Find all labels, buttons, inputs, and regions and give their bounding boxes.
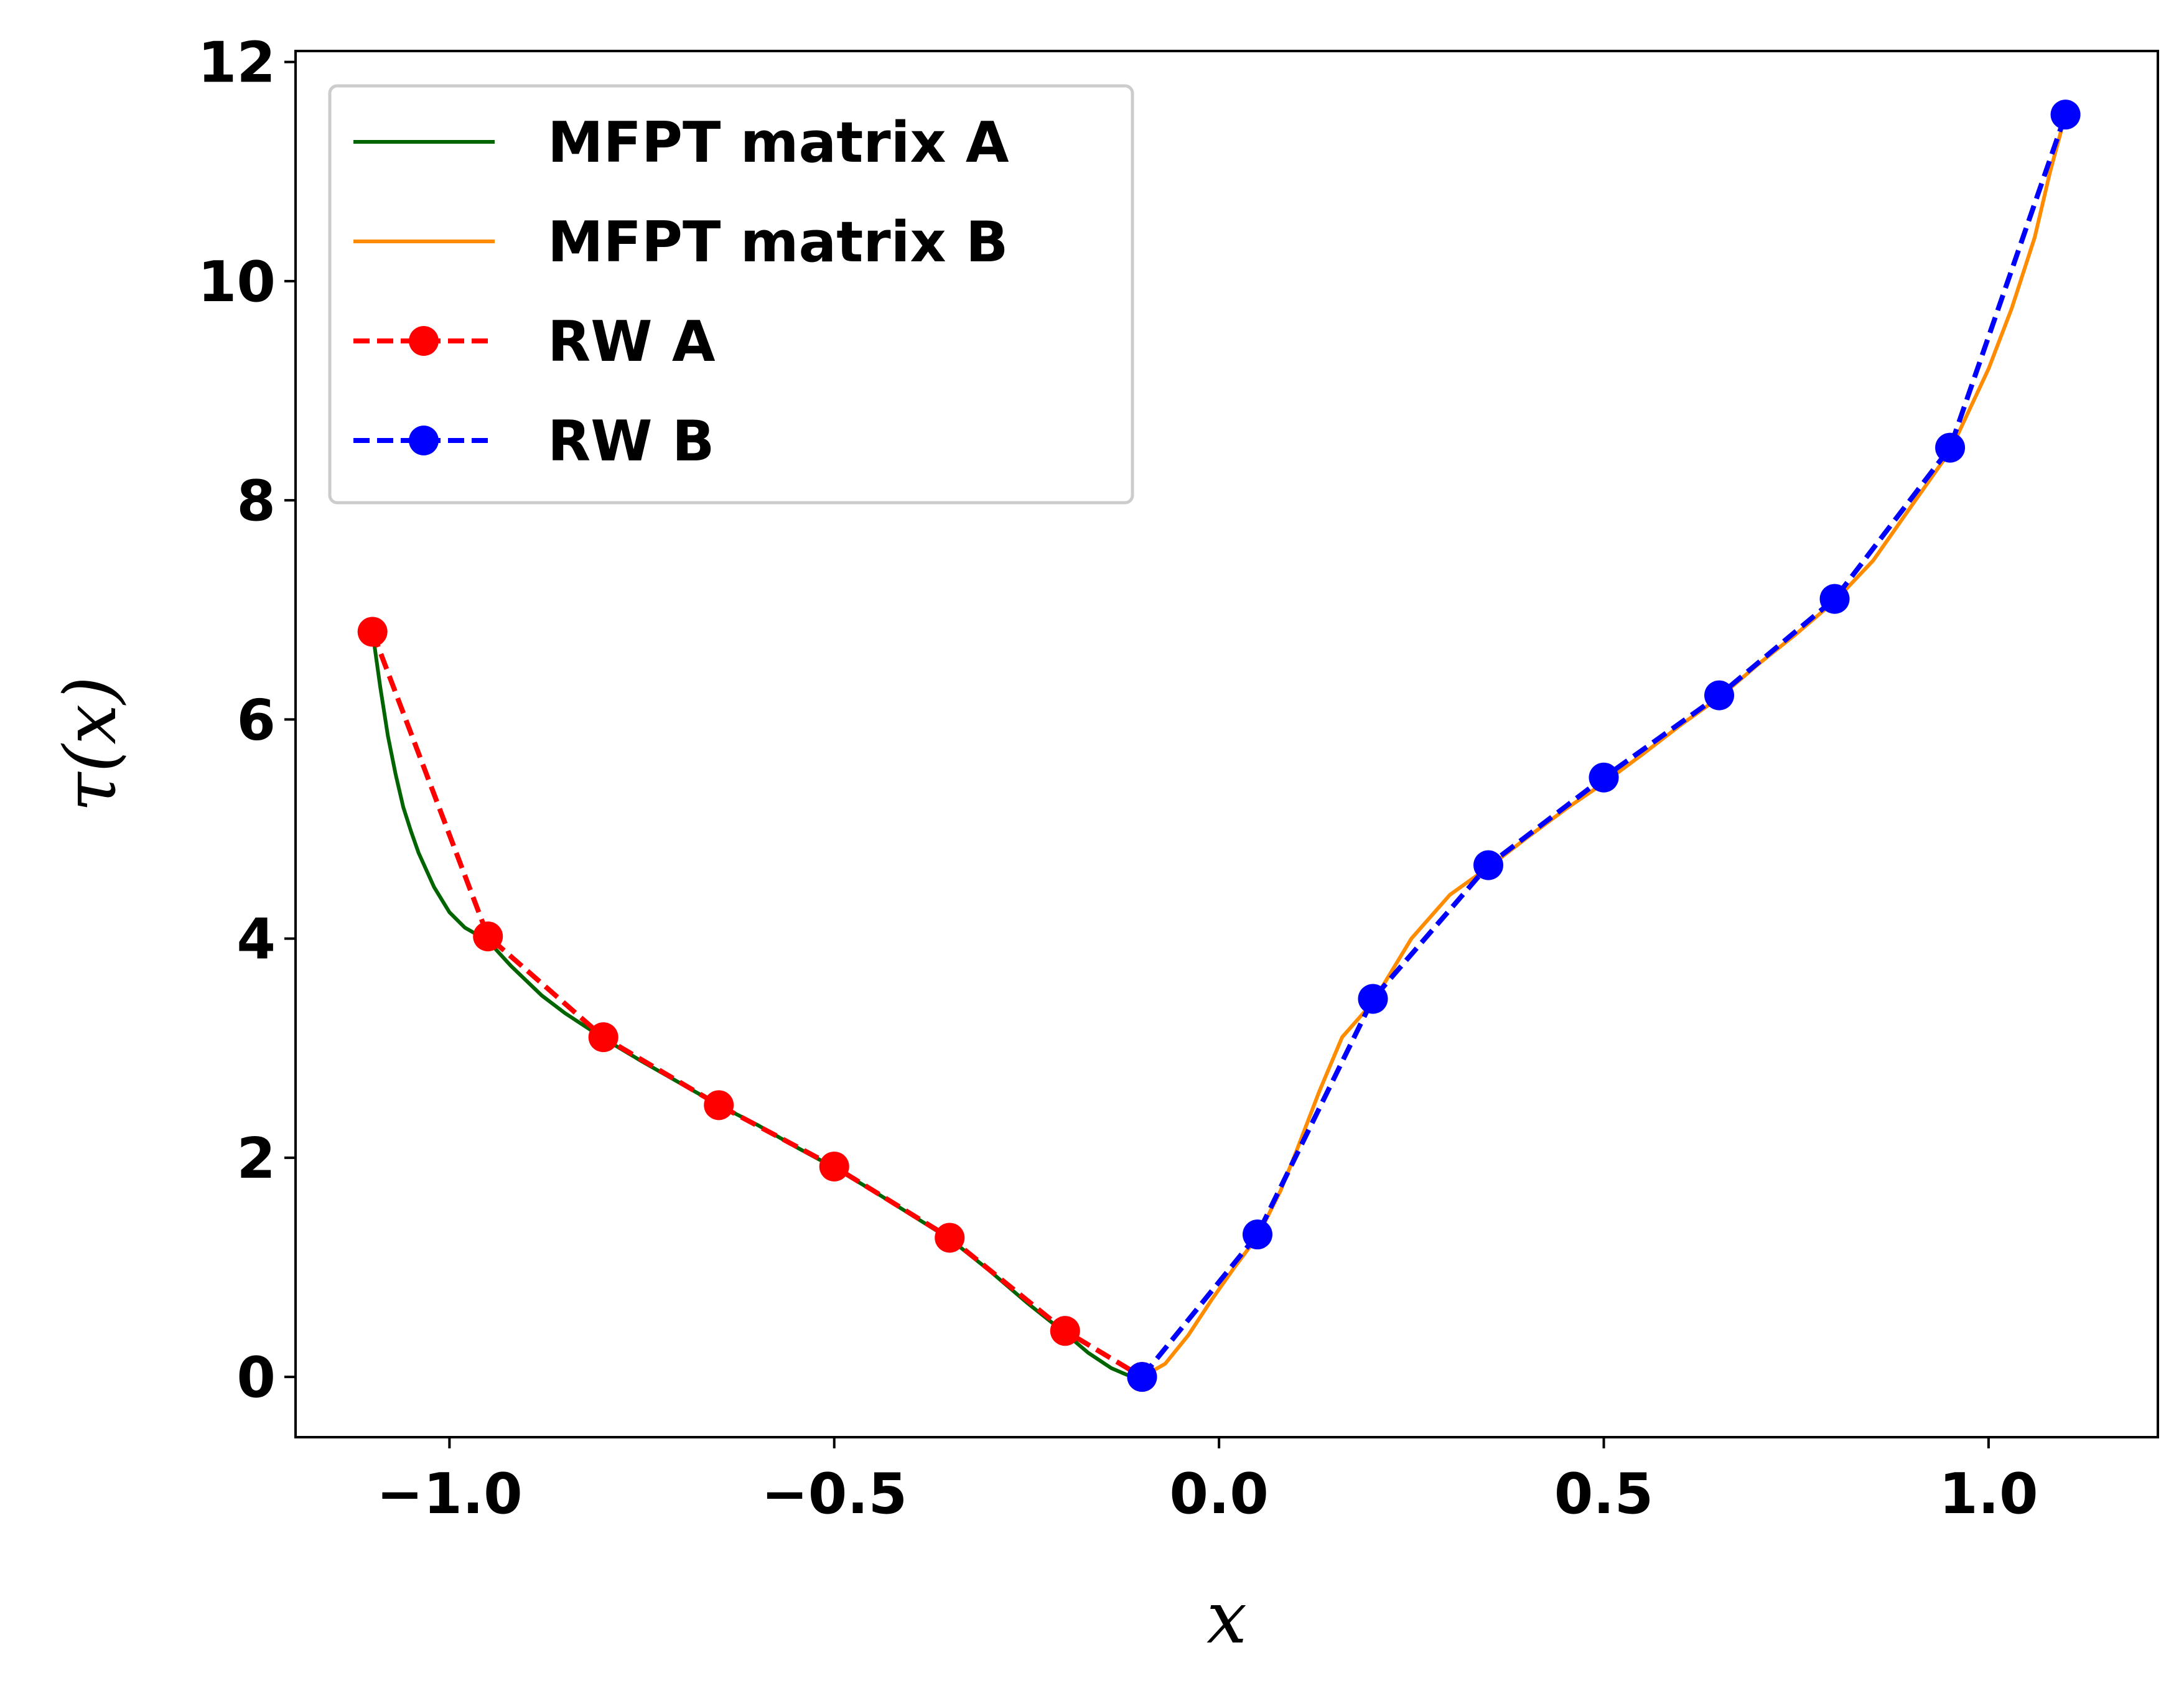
legend-label: MFPT matrix B <box>548 210 1008 275</box>
x-tick-label: −1.0 <box>376 1461 523 1527</box>
legend-label: RW B <box>548 409 715 474</box>
data-point-series-4 <box>1589 762 1619 793</box>
data-point-series-3 <box>473 921 503 952</box>
data-point-series-4 <box>1242 1219 1272 1250</box>
data-point-series-4 <box>1127 1362 1157 1392</box>
x-axis-ticks: −1.0 −0.5 0.0 0.5 1.0 <box>376 1437 2038 1527</box>
y-tick-label: 2 <box>236 1126 276 1191</box>
data-point-series-3 <box>357 617 388 647</box>
data-point-series-4 <box>1358 984 1388 1014</box>
x-tick-label: 0.5 <box>1554 1461 1653 1527</box>
data-point-series-3 <box>588 1022 618 1053</box>
data-point-series-3 <box>1050 1316 1080 1346</box>
legend-label: RW A <box>548 309 716 375</box>
data-point-series-4 <box>1819 584 1850 614</box>
y-tick-label: 4 <box>236 907 276 972</box>
y-tick-label: 10 <box>198 249 276 315</box>
legend: MFPT matrix A MFPT matrix B RW A RW B <box>328 84 1134 505</box>
data-point-series-3 <box>935 1223 965 1253</box>
legend-marker <box>409 326 439 356</box>
y-tick-label: 0 <box>236 1345 276 1410</box>
y-tick-label: 12 <box>198 30 276 96</box>
series-line-3 <box>370 631 1144 1379</box>
series-layer <box>357 100 2081 1392</box>
legend-box <box>328 84 1134 505</box>
data-point-series-4 <box>1935 432 1966 463</box>
y-tick-label: 8 <box>236 468 276 534</box>
x-tick-label: −0.5 <box>761 1461 907 1527</box>
x-axis-label: x <box>1206 1577 1247 1660</box>
data-point-series-3 <box>819 1151 849 1181</box>
x-tick-label: 1.0 <box>1939 1461 2038 1527</box>
data-point-series-4 <box>2050 100 2081 130</box>
x-tick-label: 0.0 <box>1169 1461 1268 1527</box>
legend-marker <box>409 426 439 455</box>
y-axis-label: τ(x) <box>49 676 133 812</box>
data-point-series-4 <box>1473 850 1504 880</box>
y-axis-ticks: 0 2 4 6 8 10 12 <box>198 30 296 1410</box>
plot-area-frame <box>294 50 2159 1438</box>
data-point-series-3 <box>704 1090 734 1121</box>
data-point-series-4 <box>1704 680 1735 711</box>
y-tick-label: 6 <box>236 687 276 753</box>
legend-label: MFPT matrix A <box>548 110 1009 175</box>
